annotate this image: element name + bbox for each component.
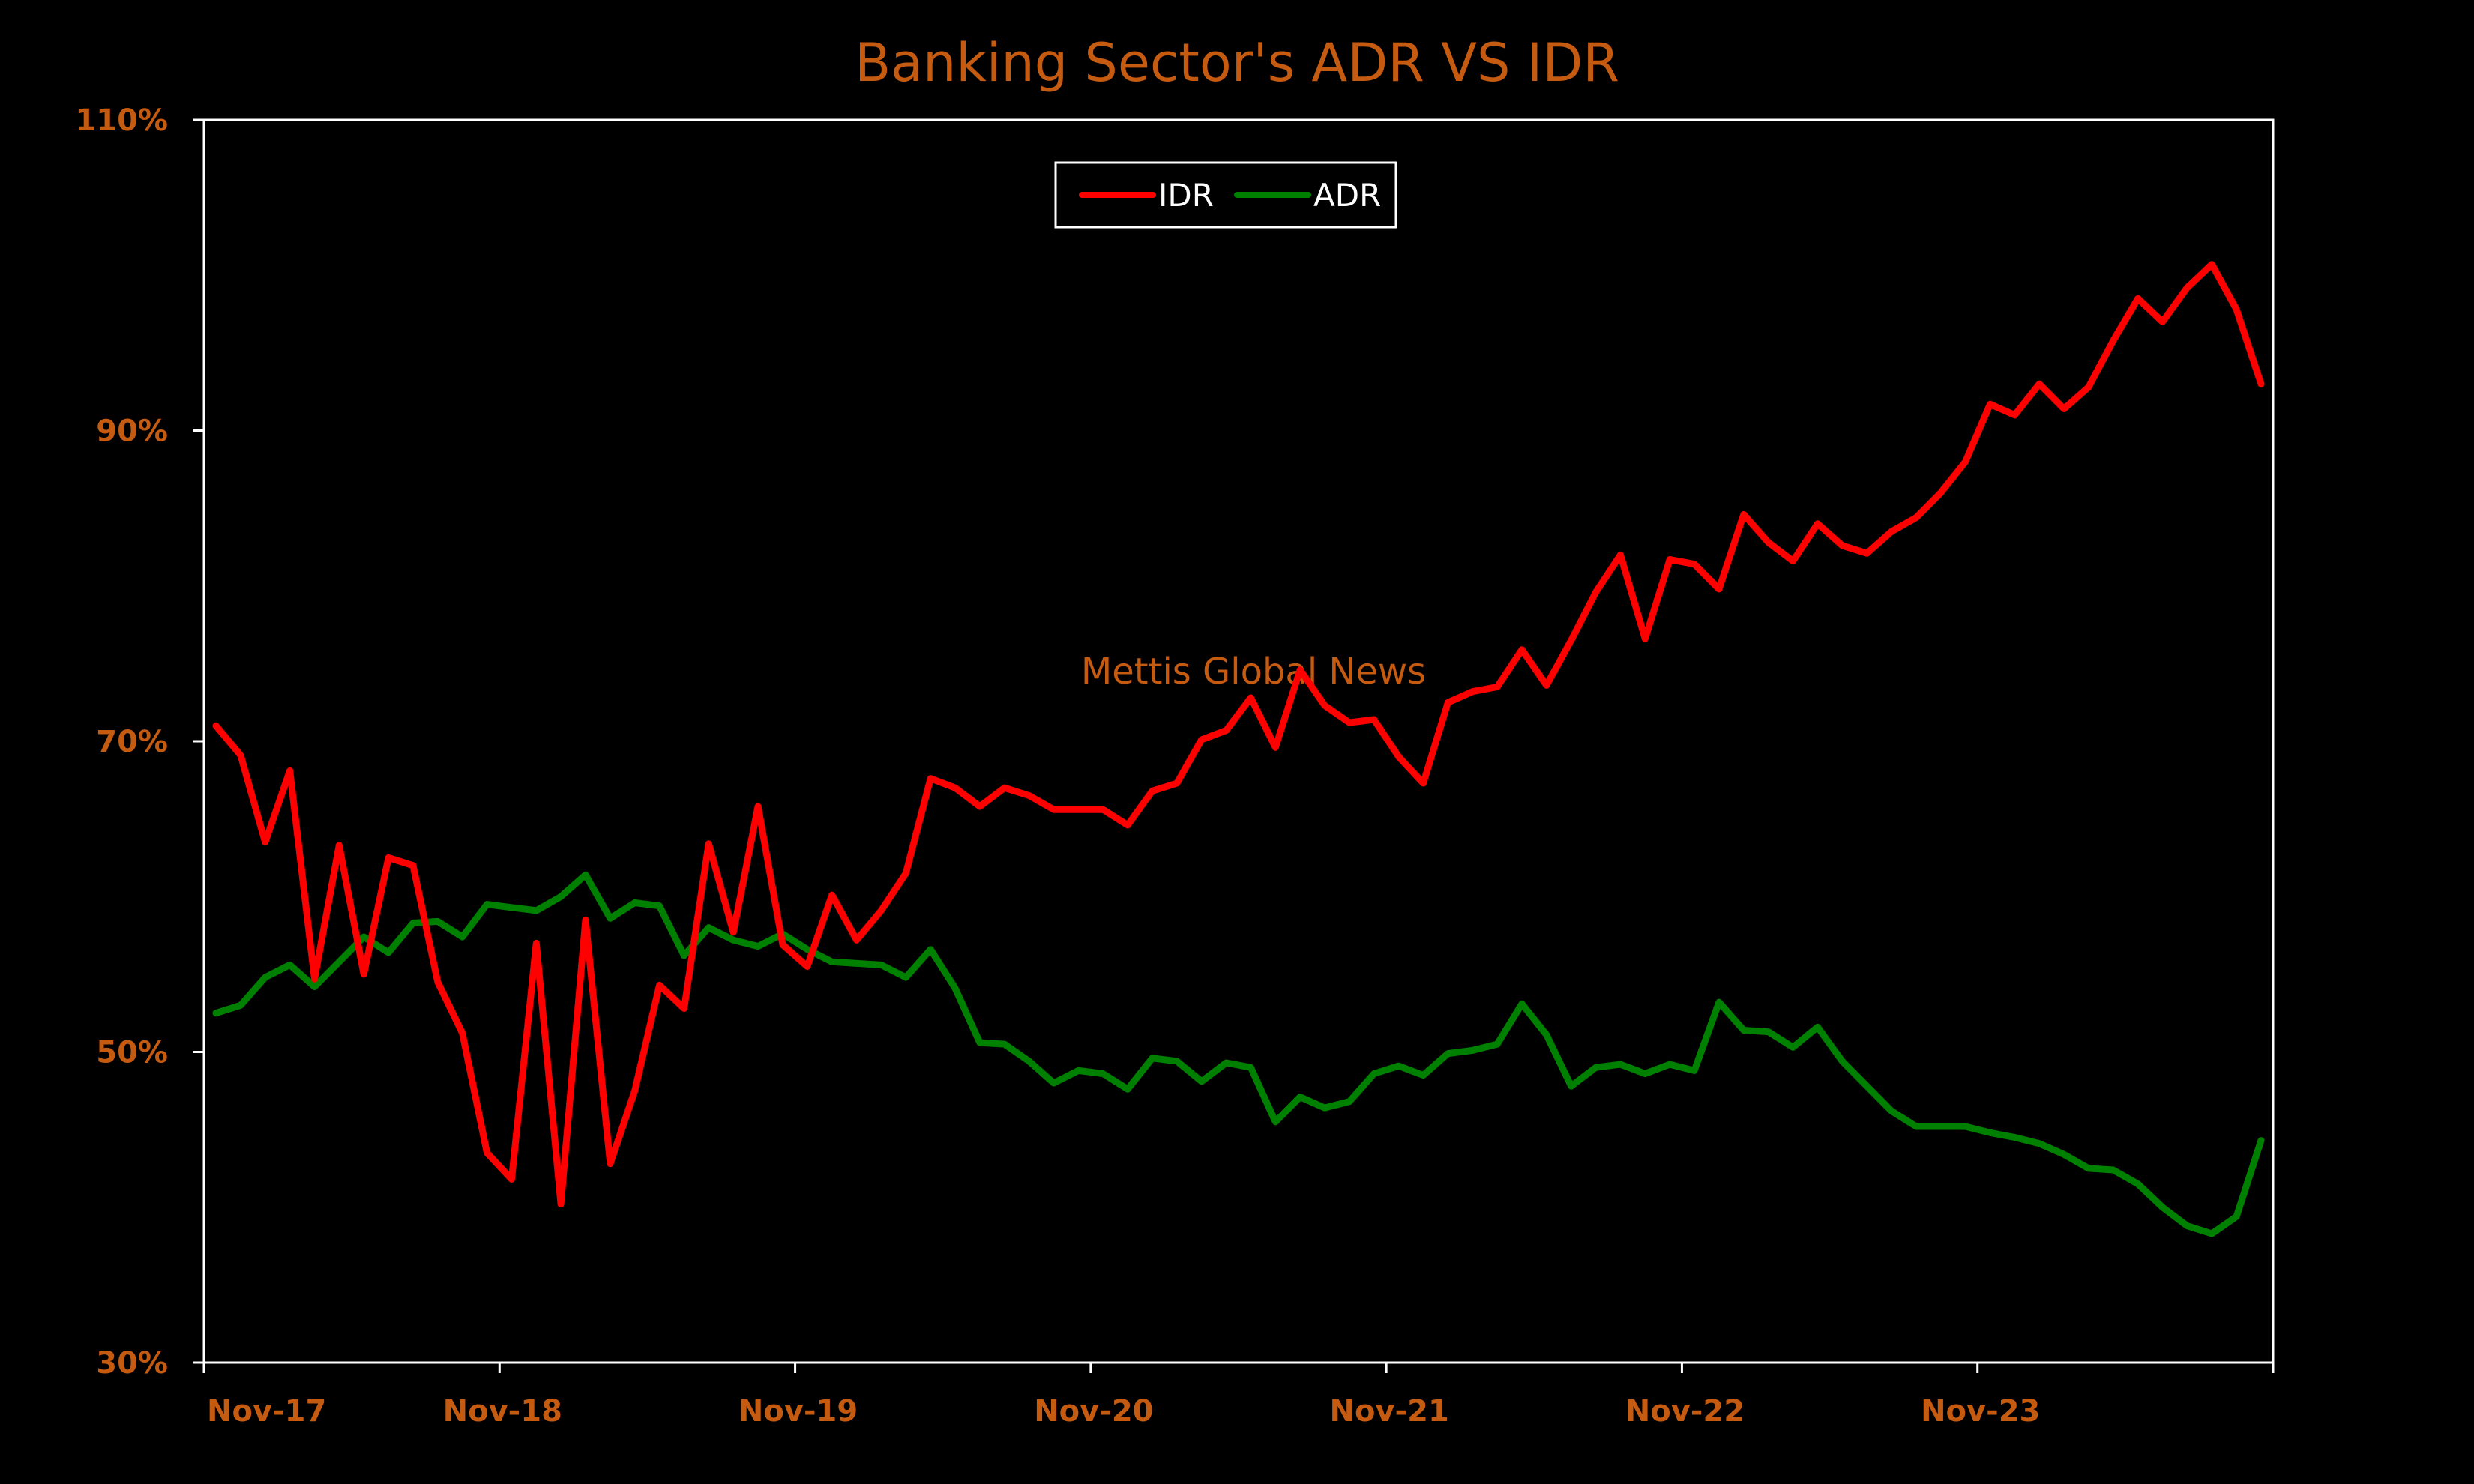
legend: IDR ADR (1054, 161, 1397, 229)
legend-label-idr: IDR (1158, 177, 1214, 214)
y-tick-label: 50% (96, 1036, 168, 1070)
x-tick-label: Nov-19 (738, 1394, 858, 1429)
y-tick-label: 70% (96, 725, 168, 759)
x-tick-label: Nov-21 (1329, 1394, 1448, 1429)
x-tick-label: Nov-20 (1034, 1394, 1153, 1429)
legend-label-adr: ADR (1313, 177, 1381, 214)
x-tick-label: Nov-22 (1625, 1394, 1745, 1429)
series-group (212, 261, 2265, 1237)
y-tick-label: 30% (96, 1346, 168, 1381)
x-tick-label: Nov-23 (1921, 1394, 2040, 1429)
y-tick-label: 90% (96, 414, 168, 449)
chart-title: Banking Sector's ADR VS IDR (855, 32, 1619, 94)
y-axis: 30% 50% 70% 90% 110% (75, 103, 204, 1381)
series-line-idr (212, 261, 2265, 1208)
x-axis: Nov-17 Nov-18 Nov-19 Nov-20 Nov-21 Nov-22 Nov-… (202, 1363, 2275, 1429)
y-tick-label: 110% (75, 103, 168, 138)
series-line-adr (212, 871, 2265, 1237)
x-tick-label: Nov-17 (207, 1394, 326, 1429)
x-tick-label: Nov-18 (443, 1394, 562, 1429)
watermark-annotation: Mettis Global News (1081, 651, 1426, 693)
